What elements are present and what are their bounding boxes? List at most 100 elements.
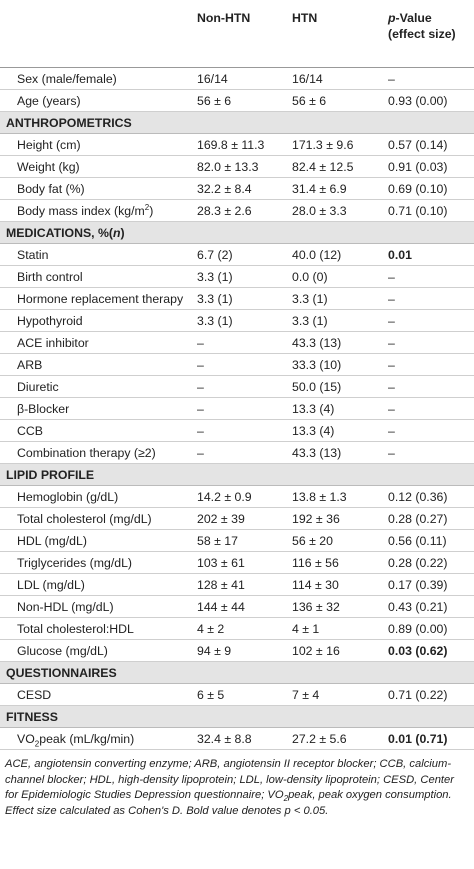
cell: 0.89 (0.00)	[384, 617, 474, 640]
data-row: β-Blocker –13.3 (4) –	[0, 397, 474, 420]
cell: 114 ± 30	[288, 573, 384, 596]
cell: 171.3 ± 9.6	[288, 133, 384, 156]
row-label: Hormone replacement therapy	[0, 287, 193, 310]
column-header: HTN	[288, 0, 384, 68]
row-label: Statin	[0, 243, 193, 266]
text-part: 2	[283, 794, 289, 804]
cell: 192 ± 36	[288, 507, 384, 530]
text-part: 2	[144, 202, 150, 212]
cell: 31.4 ± 6.9	[288, 177, 384, 200]
cell: 0.71 (0.10)	[384, 199, 474, 222]
row-label: Combination therapy (≥2)	[0, 441, 193, 464]
cell: –	[384, 67, 474, 90]
data-row: Diuretic –50.0 (15) –	[0, 375, 474, 398]
cell: 94 ± 9	[193, 639, 288, 662]
text-part: )	[120, 226, 125, 240]
cell: 202 ± 39	[193, 507, 288, 530]
cell: 144 ± 44	[193, 595, 288, 618]
cell: 16/14	[193, 67, 288, 90]
cell: 0.28 (0.22)	[384, 551, 474, 574]
row-label: Diuretic	[0, 375, 193, 398]
cell: –	[384, 375, 474, 398]
cell: 4 ± 1	[288, 617, 384, 640]
text-part: 2	[283, 789, 289, 804]
row-label: CESD	[0, 683, 193, 706]
cell: 102 ± 16	[288, 639, 384, 662]
section-label: MEDICATIONS, %(n)	[0, 221, 474, 244]
text-part: 0.03 (0.62)	[388, 644, 448, 658]
row-label: ACE inhibitor	[0, 331, 193, 354]
row-label: β-Blocker	[0, 397, 193, 420]
row-label: ARB	[0, 353, 193, 376]
text-part: ACE, angiotensin converting enzyme; ARB,…	[5, 758, 454, 801]
text-part: 0.01	[388, 248, 412, 262]
cell: 32.2 ± 8.4	[193, 177, 288, 200]
cell: 103 ± 61	[193, 551, 288, 574]
text-part: -Value (effect size)	[388, 11, 456, 41]
cell: 0.03 (0.62)	[384, 639, 474, 662]
cell: –	[193, 419, 288, 442]
data-row: Combination therapy (≥2) –43.3 (13) –	[0, 441, 474, 464]
cell: 0.01 (0.71)	[384, 727, 474, 750]
data-row: Sex (male/female) 16/14 16/14–	[0, 67, 474, 90]
text-part: 2	[34, 739, 40, 749]
cell: 0.43 (0.21)	[384, 595, 474, 618]
text-part: 2	[144, 202, 150, 218]
row-label: Non-HDL (mg/dL)	[0, 595, 193, 618]
cell: 0.93 (0.00)	[384, 89, 474, 112]
data-table: Non-HTN HTN p-Value (effect size) Sex (mal…	[0, 0, 474, 750]
data-row: LDL (mg/dL) 128 ± 41 114 ± 30 0.17 (0.39)	[0, 573, 474, 596]
data-row: Body mass index (kg/m2) 28.3 ± 2.6 28.0 ± …	[0, 199, 474, 222]
data-row: Glucose (mg/dL) 94 ± 9 102 ± 16 0.03 (0.62)	[0, 639, 474, 662]
cell: 13.3 (4)	[288, 419, 384, 442]
row-label: Body fat (%)	[0, 177, 193, 200]
data-row: ACE inhibitor –43.3 (13) –	[0, 331, 474, 354]
cell: 27.2 ± 5.6	[288, 727, 384, 750]
row-label: Height (cm)	[0, 133, 193, 156]
cell: –	[193, 353, 288, 376]
footnote: ACE, angiotensin converting enzyme; ARB,…	[0, 750, 474, 819]
cell: 128 ± 41	[193, 573, 288, 596]
text-part: n	[113, 226, 121, 240]
cell: 3.3 (1)	[193, 265, 288, 288]
row-label: Triglycerides (mg/dL)	[0, 551, 193, 574]
section-label: QUESTIONNAIRES	[0, 661, 474, 684]
cell: 3.3 (1)	[288, 287, 384, 310]
cell: 0.69 (0.10)	[384, 177, 474, 200]
cell: 56 ± 6	[193, 89, 288, 112]
text-part: n	[113, 226, 121, 240]
cell: 3.3 (1)	[193, 287, 288, 310]
cell: 0.56 (0.11)	[384, 529, 474, 552]
row-label: Sex (male/female)	[0, 67, 193, 90]
cell: 0.0 (0)	[288, 265, 384, 288]
cell: 82.0 ± 13.3	[193, 155, 288, 178]
data-row: Hypothyroid 3.3 (1) 3.3 (1) –	[0, 309, 474, 332]
data-row: Weight (kg) 82.0 ± 13.3 82.4 ± 12.5 0.91 (0…	[0, 155, 474, 178]
data-row: ARB –33.3 (10) –	[0, 353, 474, 376]
text-part: peak, peak oxygen consumption. Effect si…	[5, 789, 452, 817]
text-part: )	[149, 204, 154, 218]
cell: 28.0 ± 3.3	[288, 199, 384, 222]
table-body: Sex (male/female) 16/14 16/14– Age (years) 5…	[0, 67, 474, 750]
data-row: Body fat (%) 32.2 ± 8.4 31.4 ± 6.9 0.69 (0.…	[0, 177, 474, 200]
data-row: Hemoglobin (g/dL) 14.2 ± 0.9 13.8 ± 1.3 0.1…	[0, 485, 474, 508]
cell: 56 ± 20	[288, 529, 384, 552]
text-part: p	[388, 11, 396, 25]
cell: 33.3 (10)	[288, 353, 384, 376]
section-row: QUESTIONNAIRES	[0, 661, 474, 684]
data-row: Non-HDL (mg/dL) 144 ± 44 136 ± 32 0.43 (0.2…	[0, 595, 474, 618]
cell: 13.3 (4)	[288, 397, 384, 420]
cell: 43.3 (13)	[288, 441, 384, 464]
column-header: p-Value (effect size)	[384, 0, 474, 68]
row-label: Total cholesterol:HDL	[0, 617, 193, 640]
cell: –	[384, 265, 474, 288]
text-part: MEDICATIONS, %(	[6, 226, 114, 240]
section-row: FITNESS	[0, 705, 474, 728]
text-part: Body mass index (kg/m	[17, 204, 145, 218]
cell: 0.91 (0.03)	[384, 155, 474, 178]
cell: 7 ± 4	[288, 683, 384, 706]
section-label: LIPID PROFILE	[0, 463, 474, 486]
cell: –	[193, 331, 288, 354]
section-label: FITNESS	[0, 705, 474, 728]
cell: 16/14	[288, 67, 384, 90]
